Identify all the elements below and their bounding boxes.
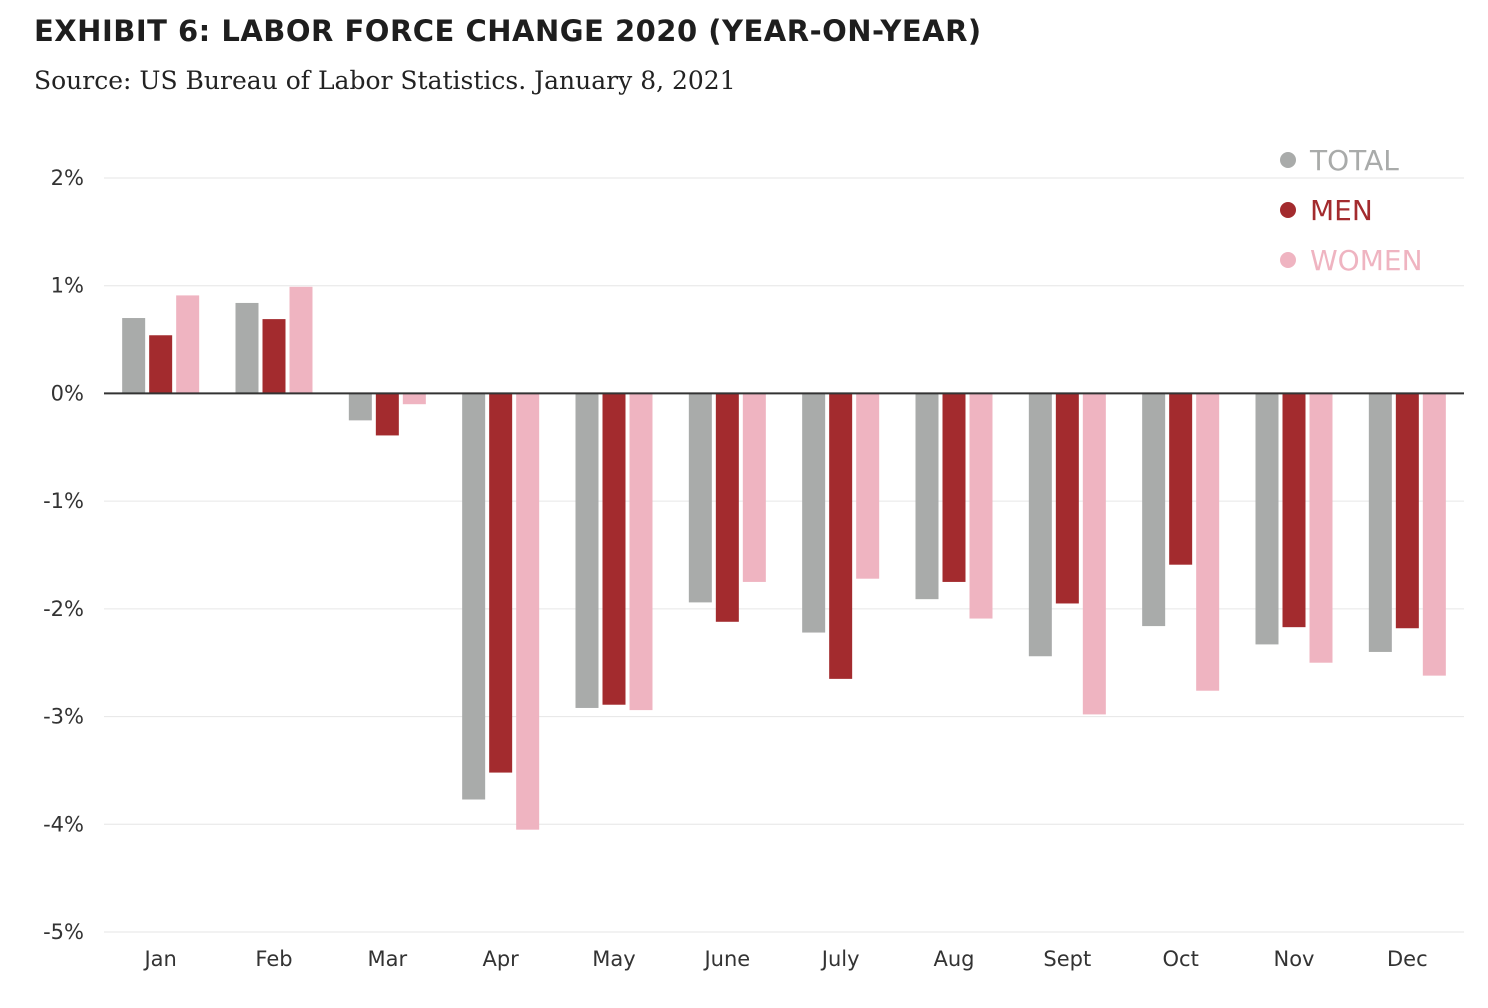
legend-marker-total	[1280, 152, 1296, 168]
legend-label-total: TOTAL	[1309, 144, 1399, 177]
x-tick-label: June	[702, 947, 750, 971]
bar-total-nov	[1255, 393, 1279, 645]
x-tick-label: Sept	[1043, 947, 1091, 971]
y-tick-label: 1%	[51, 274, 84, 298]
x-tick-label: Jan	[142, 947, 176, 971]
bar-total-june	[688, 393, 712, 603]
bar-total-mar	[348, 393, 372, 421]
gridlines	[104, 177, 1464, 933]
bar-total-aug	[915, 393, 939, 600]
bars	[122, 286, 1446, 830]
bar-women-may	[629, 393, 653, 711]
bar-men-sept	[1055, 393, 1079, 604]
y-tick-label: -1%	[43, 489, 84, 513]
bar-men-apr	[489, 393, 513, 773]
x-tick-label: Aug	[933, 947, 974, 971]
bar-total-feb	[235, 302, 259, 394]
bar-women-jan	[176, 295, 200, 394]
bar-men-nov	[1282, 393, 1306, 628]
x-axis-ticks: Jan Feb Mar Apr May June July Aug Sept Oct Nov Dec	[142, 947, 1427, 971]
x-tick-label: Mar	[368, 947, 408, 971]
bar-men-jan	[149, 335, 173, 394]
x-tick-label: Nov	[1274, 947, 1315, 971]
bar-men-july	[829, 393, 853, 679]
y-tick-label: 0%	[51, 381, 84, 405]
legend-label-women: WOMEN	[1310, 244, 1423, 277]
x-tick-label: May	[592, 947, 635, 971]
bar-women-july	[856, 393, 880, 579]
bar-men-aug	[942, 393, 966, 582]
bar-women-apr	[516, 393, 540, 830]
bar-total-oct	[1142, 393, 1166, 627]
x-tick-label: Oct	[1163, 947, 1199, 971]
bar-total-may	[575, 393, 599, 708]
legend-label-men: MEN	[1310, 194, 1373, 227]
y-tick-label: -4%	[43, 812, 84, 836]
bar-women-feb	[289, 286, 313, 394]
bar-total-sept	[1028, 393, 1052, 657]
y-axis-ticks: 2% 1% 0% -1% -2% -3% -4% -5%	[43, 166, 84, 944]
bar-women-sept	[1082, 393, 1106, 715]
x-tick-label: Dec	[1387, 947, 1428, 971]
bar-men-may	[602, 393, 626, 705]
bar-women-aug	[969, 393, 993, 619]
bar-total-july	[802, 393, 826, 633]
y-tick-label: -2%	[43, 597, 84, 621]
bar-men-dec	[1395, 393, 1419, 629]
legend: TOTAL MEN WOMEN	[1280, 144, 1423, 277]
bar-women-june	[742, 393, 766, 582]
y-tick-label: 2%	[51, 166, 84, 190]
bar-men-june	[715, 393, 739, 622]
bar-women-nov	[1309, 393, 1333, 663]
bar-women-oct	[1196, 393, 1220, 691]
bar-total-jan	[122, 318, 146, 394]
bar-total-apr	[462, 393, 486, 800]
legend-marker-women	[1280, 252, 1296, 268]
chart-subtitle: Source: US Bureau of Labor Statistics. J…	[34, 66, 736, 95]
x-tick-label: July	[820, 947, 860, 971]
bar-total-dec	[1368, 393, 1392, 652]
bar-men-feb	[262, 319, 286, 394]
y-tick-label: -5%	[43, 920, 84, 944]
bar-women-mar	[402, 393, 426, 405]
bar-men-mar	[375, 393, 399, 436]
y-tick-label: -3%	[43, 705, 84, 729]
chart-title: EXHIBIT 6: LABOR FORCE CHANGE 2020 (YEAR…	[34, 14, 982, 48]
legend-marker-men	[1280, 202, 1296, 218]
bar-men-oct	[1169, 393, 1193, 565]
x-tick-label: Feb	[255, 947, 292, 971]
x-tick-label: Apr	[482, 947, 519, 971]
bar-women-dec	[1422, 393, 1446, 676]
